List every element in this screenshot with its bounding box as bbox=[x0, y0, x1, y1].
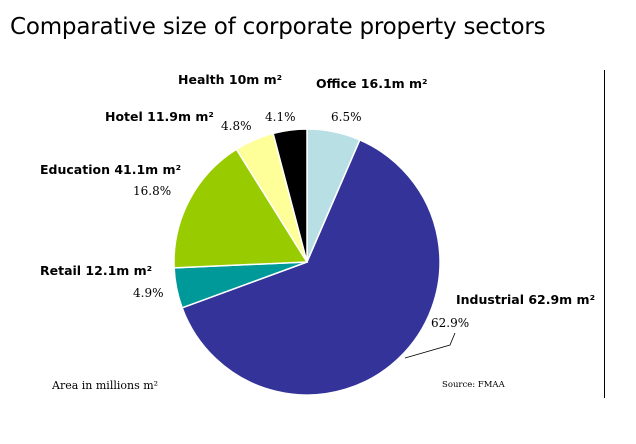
pie-slice-industrial bbox=[181, 138, 441, 396]
chart-source: Source: FMAA bbox=[442, 380, 506, 390]
chart-footnote: Area in millions m² bbox=[51, 379, 158, 392]
slice-label-retail: Retail 12.1m m² bbox=[40, 263, 152, 278]
pie-slice-health bbox=[272, 128, 308, 263]
slice-label-office: Office 16.1m m² bbox=[316, 76, 428, 91]
slice-percent-industrial: 62.9% bbox=[431, 316, 469, 330]
slice-label-industrial: Industrial 62.9m m² bbox=[456, 292, 595, 307]
slice-label-education: Education 41.1m m² bbox=[40, 162, 181, 177]
slice-label-health: Health 10m m² bbox=[178, 72, 282, 87]
slice-label-hotel: Hotel 11.9m m² bbox=[105, 109, 214, 124]
slice-percent-health: 4.1% bbox=[265, 110, 296, 124]
slice-percent-retail: 4.9% bbox=[133, 286, 164, 300]
slice-percent-office: 6.5% bbox=[331, 110, 362, 124]
frame-divider bbox=[604, 70, 605, 398]
slice-percent-education: 16.8% bbox=[133, 184, 171, 198]
slice-percent-hotel: 4.8% bbox=[221, 119, 252, 133]
page-title: Comparative size of corporate property s… bbox=[10, 14, 546, 40]
pie-slice-education bbox=[173, 148, 309, 269]
leader-line-industrial bbox=[404, 332, 456, 359]
